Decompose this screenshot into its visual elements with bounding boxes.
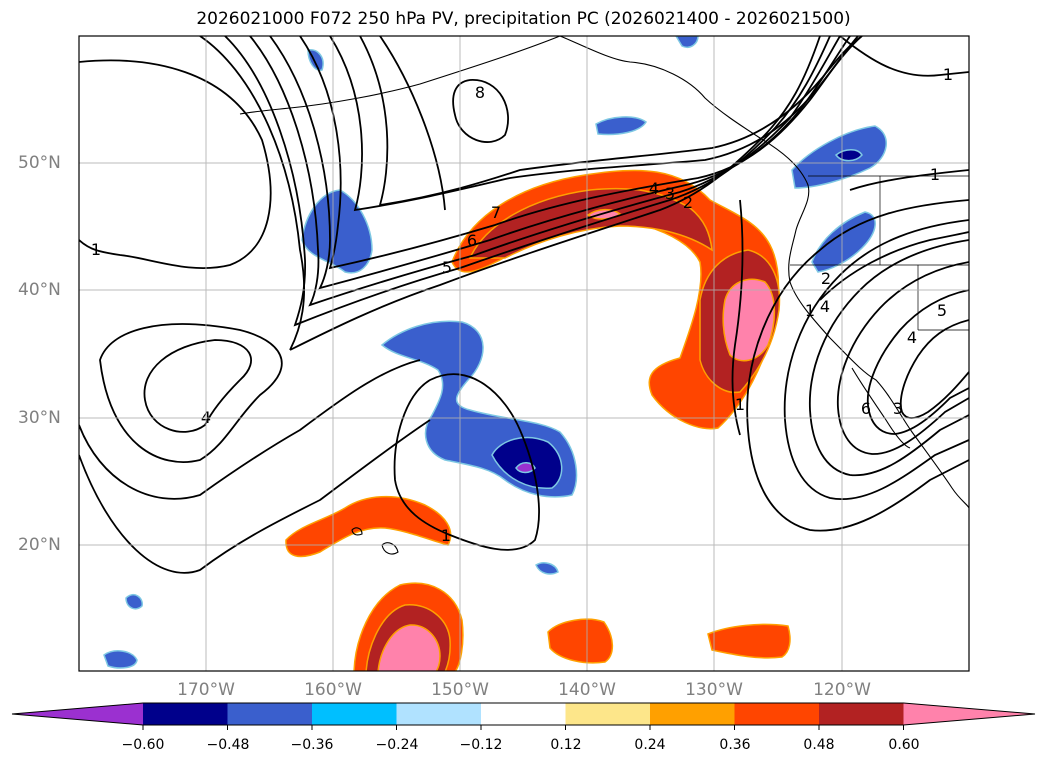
border-states: [790, 176, 969, 331]
pv-contour-ne-1b: [849, 169, 969, 191]
pv-contour-jet-5: [299, 36, 859, 270]
lat-label-50n: 50°N: [18, 153, 61, 173]
contour-label: 3: [665, 184, 675, 203]
colorbar-tick-label: −0.24: [375, 737, 419, 753]
pv-contour-jet-4: [269, 36, 851, 290]
contour-label: 6: [467, 231, 477, 250]
colorbar-tick-label: 0.48: [803, 737, 835, 753]
pv-contour-ne-1: [839, 36, 969, 77]
coastline-north-america: [559, 36, 969, 509]
pv-contour-cutoff: [393, 373, 540, 551]
contour-label: 1: [943, 65, 953, 84]
chart-title: 2026021000 F072 250 hPa PV, precipitatio…: [196, 9, 851, 29]
contour-label: 8: [475, 83, 485, 102]
coastline-layer: [239, 36, 969, 555]
pv-contour-jet-6: [329, 36, 863, 212]
contour-label: 4: [820, 297, 830, 316]
pv-contour-north-8: [452, 79, 509, 143]
precip-negative-central-peak: [515, 462, 536, 474]
colorbar-tick-label: −0.60: [121, 737, 165, 753]
precip-positive-south-west-core: [377, 624, 441, 671]
precip-fill-layer: [103, 36, 887, 671]
contour-label: 5: [442, 258, 452, 277]
colorbar-tick-label: 0.60: [888, 737, 920, 753]
contour-label: 1: [930, 165, 940, 184]
colorbar-extend-left: [12, 703, 143, 725]
colorbar-segment: [819, 703, 904, 725]
contour-label: 4: [907, 328, 917, 347]
map-plot-area: 8 1 1 1 4 3 2 7 6 5 4 1 2 4 5 4 6 3 1 1: [79, 36, 969, 671]
colorbar-segment: [481, 703, 566, 725]
precip-negative-small-3: [125, 594, 143, 610]
lat-label-20n: 20°N: [18, 535, 61, 555]
pv-contour-jet-3: [249, 36, 841, 307]
colorbar-segment: [650, 703, 735, 725]
contour-label: 1: [441, 526, 451, 545]
pv-contour-west-4d: [79, 419, 431, 574]
contour-label: 2: [683, 193, 693, 212]
precip-negative-small-5: [535, 562, 559, 575]
colorbar-segment: [734, 703, 820, 725]
precip-positive-core-north: [586, 208, 622, 220]
pv-contour-east-low-1: [746, 199, 969, 532]
pv-contour-layer: [79, 36, 969, 574]
precip-negative-gulf: [595, 116, 647, 136]
map-background: [79, 36, 969, 671]
lon-label-140w: 140°W: [558, 680, 616, 700]
contour-label: 5: [937, 301, 947, 320]
contour-label: 1: [735, 395, 745, 414]
pv-contour-west-4c: [79, 359, 421, 500]
lon-label-120w: 120°W: [813, 680, 871, 700]
contour-label: 7: [491, 203, 501, 222]
coastline-hawaii-islands: [351, 527, 399, 555]
pv-contour-east-low-4: [836, 261, 969, 455]
precip-negative-coast: [811, 211, 876, 273]
pv-contour-east-low-2: [783, 219, 969, 501]
lon-label-170w: 170°W: [177, 680, 235, 700]
contour-label: 3: [893, 399, 903, 418]
colorbar-tick-label: 0.12: [550, 737, 582, 753]
pv-contour-east-low-6: [899, 319, 969, 419]
lat-label-40n: 40°N: [18, 280, 61, 300]
colorbar-tick-label: −0.36: [290, 737, 334, 753]
colorbar-tick-label: 0.24: [634, 737, 666, 753]
pv-contour-west-4: [143, 339, 252, 433]
colorbar-segment: [143, 703, 228, 725]
contour-label: 2: [821, 269, 831, 288]
precip-negative-small-4: [103, 650, 138, 669]
lon-label-160w: 160°W: [304, 680, 362, 700]
colorbar-tick-label: −0.48: [206, 737, 250, 753]
map-frame: [78, 35, 970, 672]
pv-contour-east-1-long: [731, 199, 744, 436]
colorbar-segment: [227, 703, 313, 725]
precip-positive-south-east: [707, 623, 791, 659]
precip-positive-south-mid: [547, 618, 614, 664]
pv-contour-west-4b: [99, 323, 283, 463]
contour-label: 1: [91, 240, 101, 259]
contour-label: 4: [649, 179, 659, 198]
colorbar-segment: [565, 703, 651, 725]
contour-label-layer: 8 1 1 1 4 3 2 7 6 5 4 1 2 4 5 4 6 3 1 1: [91, 65, 953, 545]
lon-label-130w: 130°W: [685, 680, 743, 700]
pv-contour-north-1: [379, 36, 446, 211]
lon-label-150w: 150°W: [431, 680, 489, 700]
lat-label-30n: 30°N: [18, 408, 61, 428]
colorbar-tick-label: 0.36: [719, 737, 751, 753]
colorbar: [11, 702, 1036, 730]
contour-label: 1: [805, 301, 815, 320]
colorbar-extend-right: [903, 703, 1035, 725]
colorbar-tick-label: −0.12: [459, 737, 503, 753]
pv-contour-east-low-5: [866, 289, 969, 435]
pv-contour-east-north: [819, 231, 969, 301]
pv-contour-west-1: [79, 59, 272, 269]
contour-label: 6: [861, 399, 871, 418]
gridline-layer: [79, 36, 969, 671]
colorbar-segment: [396, 703, 482, 725]
colorbar-segment: [312, 703, 397, 725]
pv-contour-east-low-3: [808, 239, 969, 477]
